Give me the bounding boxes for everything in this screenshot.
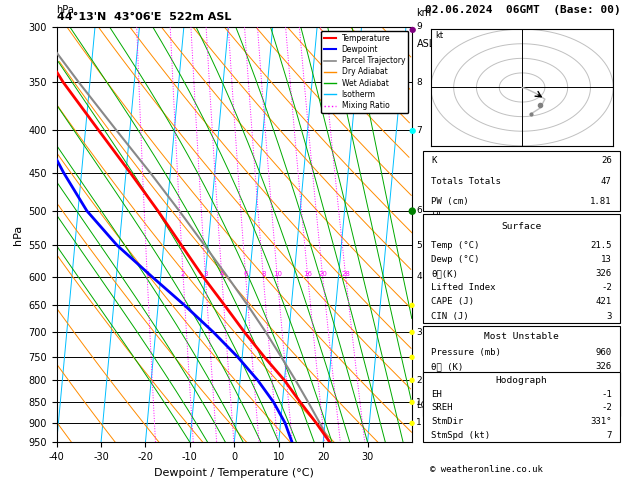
Text: © weatheronline.co.uk: © weatheronline.co.uk [430,465,542,474]
Text: Lifted Index: Lifted Index [431,283,496,292]
Text: Surface: Surface [501,223,542,231]
Text: 3: 3 [606,312,612,321]
X-axis label: Dewpoint / Temperature (°C): Dewpoint / Temperature (°C) [154,468,314,478]
Text: 13: 13 [601,255,612,264]
Text: CIN (J): CIN (J) [431,312,469,321]
Text: CAPE (J): CAPE (J) [431,297,474,306]
Text: ●: ● [409,420,415,426]
Text: Mixing Ratio (g/kg): Mixing Ratio (g/kg) [432,191,441,278]
Text: 6: 6 [416,207,422,215]
Text: CAPE (J): CAPE (J) [431,390,474,399]
Text: kt: kt [435,31,443,40]
Text: θᴄ (K): θᴄ (K) [431,362,464,371]
Y-axis label: hPa: hPa [13,225,23,244]
Text: PW (cm): PW (cm) [431,197,469,206]
Text: -2: -2 [601,403,612,413]
Text: -1: -1 [601,390,612,399]
Text: 960: 960 [596,348,612,357]
Text: Totals Totals: Totals Totals [431,176,501,186]
Text: ●: ● [409,377,415,383]
Text: 16: 16 [303,271,312,277]
Text: 1: 1 [416,398,422,407]
Text: 331°: 331° [590,417,612,426]
Text: 47: 47 [601,176,612,186]
Text: StmSpd (kt): StmSpd (kt) [431,431,490,440]
Text: Hodograph: Hodograph [496,376,547,385]
Text: 1: 1 [145,271,150,277]
Text: 3: 3 [606,404,612,413]
Text: ASL: ASL [416,39,435,49]
Text: 02.06.2024  06GMT  (Base: 00): 02.06.2024 06GMT (Base: 00) [425,4,620,15]
Text: SREH: SREH [431,403,453,413]
Legend: Temperature, Dewpoint, Parcel Trajectory, Dry Adiabat, Wet Adiabat, Isotherm, Mi: Temperature, Dewpoint, Parcel Trajectory… [321,31,408,113]
Text: 28: 28 [342,271,350,277]
Text: 7: 7 [606,431,612,440]
Text: ●: ● [409,302,415,309]
Text: EH: EH [431,390,442,399]
Text: Lifted Index: Lifted Index [431,376,496,385]
Text: Most Unstable: Most Unstable [484,332,559,341]
Text: Temp (°C): Temp (°C) [431,241,479,249]
Text: ●: ● [409,354,415,360]
Text: Pressure (mb): Pressure (mb) [431,348,501,357]
Text: 7: 7 [416,126,422,135]
Text: LCL: LCL [416,400,431,410]
Text: 4: 4 [416,272,422,281]
Text: 5: 5 [416,241,422,250]
Text: 44°13'N  43°06'E  522m ASL: 44°13'N 43°06'E 522m ASL [57,12,231,22]
Text: K: K [431,156,437,165]
Text: hPa: hPa [57,4,74,15]
Text: θᴄ(K): θᴄ(K) [431,269,458,278]
Text: CIN (J): CIN (J) [431,404,469,413]
Text: -2: -2 [601,283,612,292]
Text: 20: 20 [318,271,327,277]
Text: ●: ● [409,399,415,405]
Text: 3: 3 [416,328,422,337]
Text: 8: 8 [416,78,422,87]
Text: ●: ● [409,329,415,335]
Text: 1.81: 1.81 [590,197,612,206]
Text: 421: 421 [596,297,612,306]
Text: km: km [416,8,431,18]
Text: StmDir: StmDir [431,417,464,426]
Text: ●: ● [408,25,416,34]
Text: -2: -2 [601,376,612,385]
Text: 3: 3 [203,271,208,277]
Text: 8: 8 [261,271,265,277]
Text: 26: 26 [601,156,612,165]
Text: ●: ● [408,206,416,216]
Text: Dewp (°C): Dewp (°C) [431,255,479,264]
Text: 2: 2 [181,271,186,277]
Text: 21.5: 21.5 [590,241,612,249]
Text: 9: 9 [416,22,422,31]
Text: 421: 421 [596,390,612,399]
Text: 2: 2 [416,376,422,385]
Text: ●: ● [408,126,416,135]
Text: 326: 326 [596,362,612,371]
Text: 326: 326 [596,269,612,278]
Text: 6: 6 [243,271,248,277]
Text: 4: 4 [220,271,224,277]
Text: 10: 10 [273,271,282,277]
Text: 1: 1 [416,418,422,427]
